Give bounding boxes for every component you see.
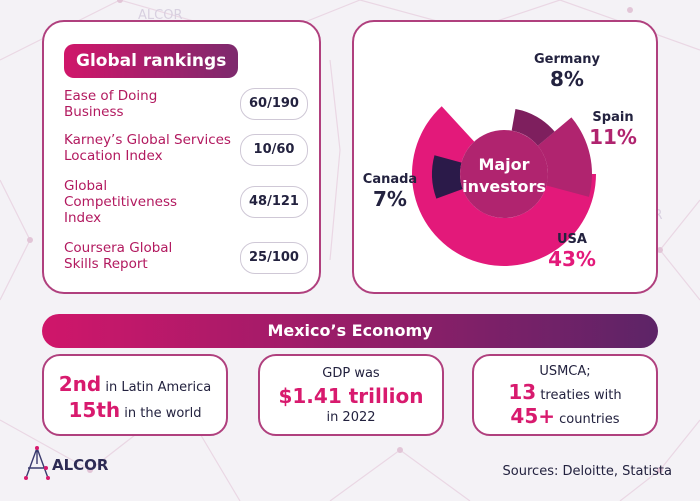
alcor-logo-icon <box>24 446 50 480</box>
investor-name: Germany <box>534 52 600 67</box>
stat-text: treaties with <box>536 388 622 403</box>
stat-text: in Latin America <box>101 380 212 395</box>
ranking-label-line: Coursera Global <box>64 240 173 256</box>
investors-card: Major investors Germany 8% Spain 11% Cana… <box>352 20 658 294</box>
investor-percent: 43% <box>548 247 596 271</box>
ranking-label-line: Index <box>64 210 102 226</box>
stat-card-treaties: USMCA; 13 treaties with 45+ countries <box>472 354 658 436</box>
investor-label-germany: Germany 8% <box>522 52 612 91</box>
stat-highlight: 45+ <box>510 404 556 428</box>
investor-name: Spain <box>592 110 634 125</box>
pie-slice-usa <box>412 106 596 267</box>
ranking-label-line: Skills Report <box>64 256 148 272</box>
stat-highlight: 2nd <box>58 372 102 396</box>
stat-line: 45+ countries <box>474 404 656 428</box>
investor-name: USA <box>557 232 587 247</box>
ranking-label-line: Location Index <box>64 148 163 164</box>
ranking-label: Global Competitiveness Index <box>64 178 232 226</box>
stat-text: GDP was <box>322 366 380 381</box>
stat-line: 2nd in Latin America <box>44 372 226 396</box>
pie-title: Major <box>478 155 529 174</box>
ranking-value: 60/190 <box>240 88 308 120</box>
pie-center <box>460 130 548 218</box>
rankings-title: Global rankings <box>64 44 239 78</box>
stat-highlight: 13 <box>508 380 537 404</box>
ranking-label-line: Global <box>64 178 108 194</box>
rankings-card: Global rankings Ease of Doing Business 6… <box>42 20 321 294</box>
ranking-value: 10/60 <box>240 134 308 166</box>
stat-highlight: 15th <box>68 398 121 422</box>
investor-label-usa: USA 43% <box>540 232 604 271</box>
ranking-label: Coursera Global Skills Report <box>64 240 232 272</box>
stat-card-ranking: 2nd in Latin America 15th in the world <box>42 354 228 436</box>
ranking-label: Ease of Doing Business <box>64 88 232 120</box>
ranking-label: Karney’s Global Services Location Index <box>64 132 232 164</box>
sources-text: Sources: Deloitte, Statista <box>502 464 672 479</box>
stat-highlight: $1.41 trillion <box>278 384 424 408</box>
ranking-label-line: Karney’s Global Services <box>64 132 231 148</box>
pie-slice-germany <box>511 109 555 146</box>
economy-title-bar: Mexico’s Economy <box>42 314 658 348</box>
investor-name: Canada <box>362 172 418 187</box>
investor-percent: 7% <box>373 187 407 211</box>
stat-text: in the world <box>120 406 202 421</box>
investor-percent: 11% <box>589 125 637 149</box>
investor-label-canada: Canada 7% <box>358 172 422 211</box>
investor-percent: 8% <box>550 67 584 91</box>
investors-pie-chart: Major investors <box>412 106 596 267</box>
stat-card-gdp: GDP was $1.41 trillion in 2022 <box>258 354 444 436</box>
ranking-label-line: Ease of Doing <box>64 88 158 104</box>
ranking-label-line: Competitiveness <box>64 194 178 210</box>
pie-title: investors <box>462 177 546 196</box>
stat-line: 15th in the world <box>44 398 226 422</box>
ranking-label-line: Business <box>64 104 124 120</box>
stat-line: 13 treaties with <box>474 380 656 404</box>
stat-text: in 2022 <box>326 410 376 425</box>
stat-text: USMCA; <box>539 364 591 379</box>
watermark-text: ALCOR <box>138 8 183 23</box>
pie-slice-canada <box>432 155 463 199</box>
stat-text: countries <box>555 412 620 427</box>
investor-label-spain: Spain 11% <box>578 110 648 149</box>
brand-name: ALCOR <box>52 456 109 474</box>
ranking-value: 25/100 <box>240 242 308 274</box>
ranking-value: 48/121 <box>240 186 308 218</box>
pie-slice-spain <box>537 117 592 197</box>
